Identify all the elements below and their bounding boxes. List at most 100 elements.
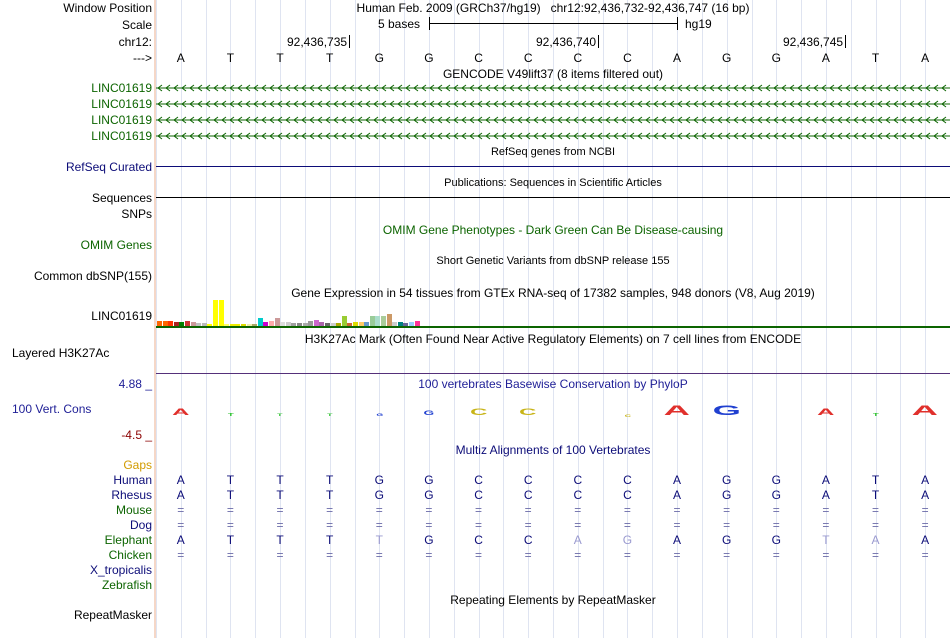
gencode-transcript-1[interactable]	[156, 82, 950, 94]
gtex-tissue-bar[interactable]	[207, 323, 213, 326]
gtex-tissue-bar[interactable]	[229, 324, 235, 326]
gtex-tissue-bar[interactable]	[386, 314, 392, 326]
gtex-tissue-bar[interactable]	[257, 318, 263, 326]
gtex-tissue-bar[interactable]	[409, 322, 414, 326]
gtex-tissue-bar[interactable]	[252, 324, 258, 326]
gtex-tissue-bar[interactable]	[414, 320, 420, 326]
gtex-tissue-bar[interactable]	[325, 323, 330, 326]
gtex-tissue-bar[interactable]	[196, 322, 202, 326]
gtex-tissue-bar[interactable]	[173, 322, 179, 326]
position-tick-2: 92,436,740	[536, 35, 600, 49]
gtex-tissue-bar[interactable]	[179, 322, 185, 326]
strand-arrow	[397, 132, 403, 140]
gtex-tissue-bar[interactable]	[274, 318, 280, 326]
strand-arrow	[501, 132, 507, 140]
gtex-tissue-bar[interactable]	[341, 315, 347, 326]
gtex-tissue-bar[interactable]	[313, 319, 319, 326]
species-label-human[interactable]: Human	[113, 473, 152, 487]
refseq-curated-label[interactable]: RefSeq Curated	[65, 160, 152, 174]
gtex-tissue-bar[interactable]	[269, 320, 274, 326]
sequences-label[interactable]: Sequences	[91, 191, 152, 205]
gtex-tissue-bar[interactable]	[358, 322, 364, 326]
track-image[interactable]: Human Feb. 2009 (GRCh37/hg19) chr12:92,4…	[156, 0, 950, 638]
gaps-label[interactable]: Gaps	[123, 458, 152, 472]
strand-arrow	[197, 84, 203, 92]
gtex-tissue-bar[interactable]	[241, 324, 246, 326]
gencode-gene-label-4[interactable]: LINC01619	[91, 129, 152, 143]
multiz-alignment[interactable]: A T T T G G C C C C A G G A T A A T T T G G C C C C A G G A T A = = = = = = = =…	[156, 473, 950, 563]
species-label-elephant[interactable]: Elephant	[104, 533, 152, 547]
gtex-tissue-bar[interactable]	[157, 320, 162, 326]
gtex-tissue-bar[interactable]	[168, 320, 174, 326]
phylop-track-label[interactable]: 100 Vert. Cons	[12, 402, 92, 416]
gtex-tissue-bar[interactable]	[235, 324, 241, 326]
gtex-tissue-bar[interactable]	[330, 323, 336, 326]
strand-arrow	[853, 132, 859, 140]
species-label-xtropicalis[interactable]: X_tropicalis	[89, 563, 152, 577]
gtex-tissue-bar[interactable]	[375, 315, 381, 326]
species-label-chicken[interactable]: Chicken	[108, 548, 152, 562]
gtex-gene-label[interactable]: LINC01619	[91, 309, 152, 323]
gtex-tissue-bar[interactable]	[185, 320, 190, 326]
gtex-tissue-bar[interactable]	[297, 323, 302, 326]
gtex-tissue-bar[interactable]	[201, 323, 207, 326]
gtex-tissue-bar[interactable]	[319, 322, 325, 326]
species-label-rhesus[interactable]: Rhesus	[111, 488, 152, 502]
gtex-tissue-bar[interactable]	[291, 323, 297, 326]
gtex-tissue-bar[interactable]	[190, 322, 196, 326]
scale-db: hg19	[685, 17, 712, 31]
gtex-tissue-bar[interactable]	[308, 320, 314, 326]
alignment-base: T	[326, 488, 334, 502]
species-label-zebrafish[interactable]: Zebrafish	[101, 578, 152, 592]
snps-label[interactable]: SNPs	[121, 207, 152, 221]
gencode-transcript-2[interactable]	[156, 98, 950, 110]
gtex-tissue-bar[interactable]	[353, 322, 358, 326]
alignment-base: =	[723, 518, 731, 532]
gtex-tissue-bar[interactable]	[364, 322, 370, 326]
gtex-tissue-bar[interactable]	[336, 323, 342, 326]
alignment-base: =	[921, 518, 929, 532]
gtex-tissue-bar[interactable]	[263, 322, 269, 326]
common-dbsnp-label[interactable]: Common dbSNP(155)	[33, 269, 152, 283]
gtex-tissue-bar[interactable]	[224, 323, 230, 326]
gtex-tissue-bar[interactable]	[213, 300, 218, 326]
strand-arrow	[805, 100, 811, 108]
alignment-base: =	[177, 548, 185, 562]
strand-arrow	[405, 100, 411, 108]
gencode-transcript-4[interactable]	[156, 130, 950, 142]
gtex-tissue-bar[interactable]	[280, 322, 286, 326]
gtex-tissue-bar[interactable]	[347, 323, 353, 326]
alignment-base: G	[424, 533, 434, 547]
gtex-tissue-bar[interactable]	[285, 322, 291, 326]
sequence-base: G	[722, 51, 732, 65]
omim-genes-label[interactable]: OMIM Genes	[80, 238, 152, 252]
gencode-gene-label-2[interactable]: LINC01619	[91, 97, 152, 111]
gtex-tissue-bar[interactable]	[302, 323, 308, 326]
strand-arrow	[845, 84, 851, 92]
gencode-transcript-3[interactable]	[156, 114, 950, 126]
sequence-base: C	[623, 51, 632, 65]
strand-arrow	[485, 84, 491, 92]
gtex-tissue-bar[interactable]	[162, 320, 168, 326]
h3k27ac-label[interactable]: Layered H3K27Ac	[12, 346, 110, 360]
gtex-tissue-bar[interactable]	[397, 322, 403, 326]
strand-arrow	[813, 116, 819, 124]
gtex-tissue-bar[interactable]	[403, 323, 409, 326]
gtex-tissue-bar[interactable]	[246, 324, 252, 326]
gtex-tissue-bar[interactable]	[218, 300, 224, 326]
gtex-tissue-bar[interactable]	[369, 315, 375, 326]
gencode-gene-label-1[interactable]: LINC01619	[91, 81, 152, 95]
gtex-tissue-bar[interactable]	[392, 322, 398, 326]
strand-arrow	[613, 84, 619, 92]
strand-arrow	[365, 100, 371, 108]
strand-arrow	[765, 116, 771, 124]
species-label-dog[interactable]: Dog	[129, 518, 152, 532]
species-label-mouse[interactable]: Mouse	[115, 503, 152, 517]
strand-arrow	[941, 132, 947, 140]
repeatmasker-label[interactable]: RepeatMasker	[73, 608, 152, 622]
gtex-tissue-bar[interactable]	[381, 315, 386, 326]
gtex-expression-bars[interactable]	[156, 300, 950, 326]
strand-arrow	[917, 132, 923, 140]
gencode-gene-label-3[interactable]: LINC01619	[91, 113, 152, 127]
